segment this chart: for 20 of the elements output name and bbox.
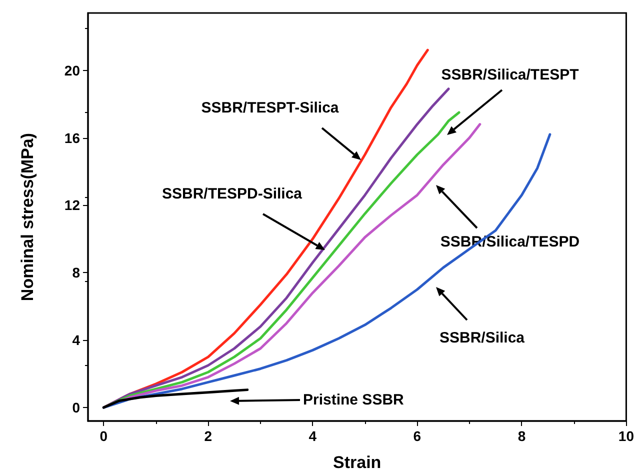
y-axis-title: Nominal stress(MPa)	[18, 132, 37, 302]
x-tick-label: 4	[308, 428, 317, 444]
x-tick-label: 8	[518, 428, 526, 444]
line-series	[102, 388, 249, 409]
annotation: SSBR/TESPD-Silica	[162, 186, 303, 202]
y-tick-label: 16	[64, 130, 80, 146]
x-tick-label: 0	[100, 428, 108, 444]
y-tick-label: 20	[64, 62, 80, 78]
annotation: SSBR/Silica	[439, 330, 526, 346]
y-tick-label: 4	[72, 332, 80, 348]
y-tick-label: 8	[72, 264, 80, 281]
annotation: SSBR/Silica/TESPT	[441, 66, 579, 84]
x-tick-label: 10	[618, 428, 634, 444]
x-tick-label: 2	[204, 428, 212, 444]
annotation: SSBR/TESPT-Silica	[201, 100, 340, 116]
y-tick-label: 0	[72, 400, 80, 416]
x-tick-label: 6	[413, 428, 422, 444]
x-axis-title: Strain	[333, 453, 382, 472]
annotation: Pristine SSBR	[303, 392, 404, 408]
y-tick-label: 12	[64, 197, 80, 214]
